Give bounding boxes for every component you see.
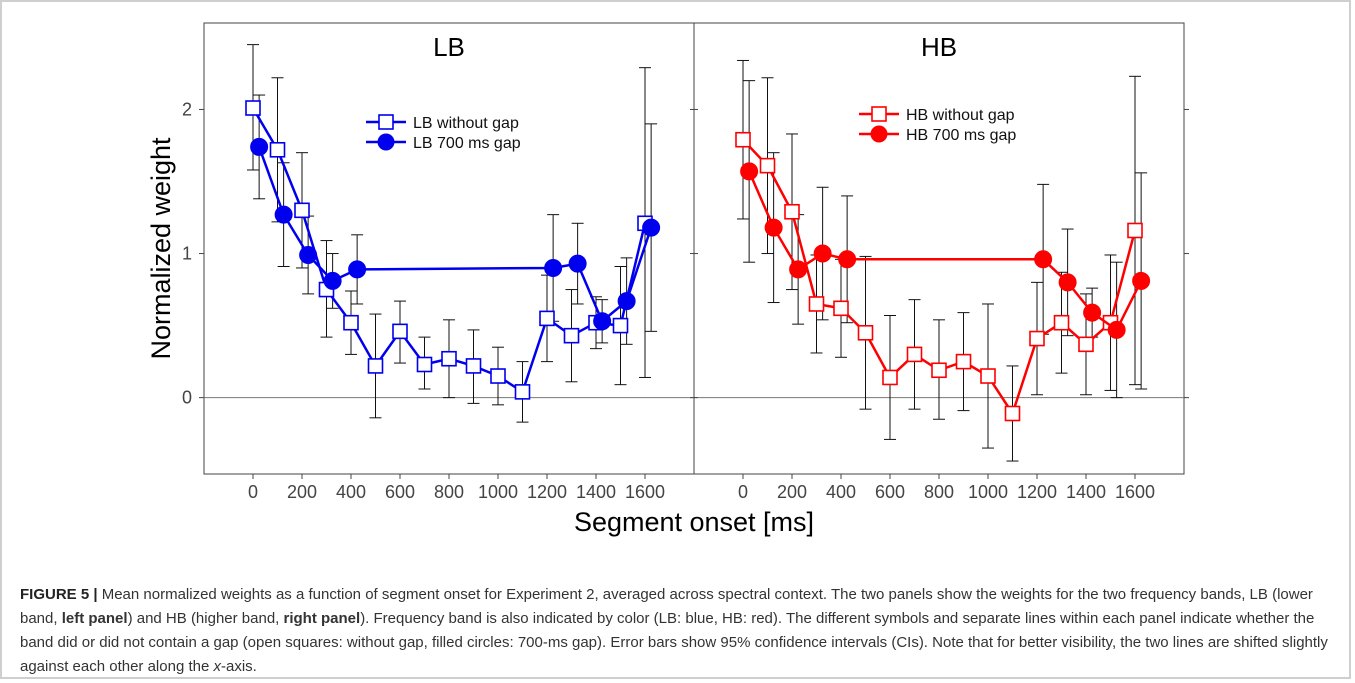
x-tick-label: 400 — [826, 482, 856, 502]
caption-run: x — [213, 658, 221, 675]
x-axis-label: Segment onset [ms] — [574, 507, 814, 537]
data-point — [906, 346, 923, 363]
legend-label: LB without gap — [413, 115, 519, 132]
data-point — [348, 260, 367, 279]
data-point — [544, 258, 563, 277]
x-tick-label: 1400 — [1066, 482, 1106, 502]
x-tick-label: 800 — [434, 482, 464, 502]
caption-run: -axis. — [220, 658, 257, 675]
legend-label: HB without gap — [906, 107, 1015, 124]
data-point — [392, 323, 408, 340]
data-point — [1034, 250, 1053, 269]
data-point — [367, 358, 384, 374]
data-point — [465, 358, 482, 374]
data-point — [642, 218, 661, 237]
x-tick-label: 200 — [287, 482, 317, 502]
data-point — [441, 350, 457, 367]
y-tick-label: 2 — [182, 99, 192, 119]
legend-label: HB 700 ms gap — [906, 127, 1016, 144]
caption-run: left panel — [61, 610, 128, 627]
data-point — [1078, 336, 1094, 353]
series-line — [747, 170, 1143, 332]
data-point — [245, 100, 261, 116]
panel-title: LB — [433, 32, 465, 62]
data-point — [759, 157, 776, 174]
series-line — [257, 146, 653, 324]
data-point — [1132, 271, 1151, 290]
x-tick-label: 1000 — [968, 482, 1008, 502]
data-point — [740, 162, 759, 181]
data-point — [1029, 330, 1045, 347]
data-point — [980, 368, 996, 384]
data-point — [1053, 314, 1070, 331]
data-point — [833, 300, 849, 317]
x-tick-label: 1200 — [1017, 482, 1057, 502]
data-point — [568, 254, 587, 273]
y-axis-label: Normalized weight — [146, 137, 176, 360]
data-point — [563, 327, 580, 344]
y-tick-label: 1 — [182, 244, 192, 264]
data-point — [764, 218, 783, 237]
x-tick-label: 1400 — [576, 482, 616, 502]
caption-run: ) and HB (higher band, — [127, 610, 284, 627]
x-tick-label: 0 — [248, 482, 258, 502]
caption-run: right panel — [283, 610, 361, 627]
data-point — [857, 324, 874, 341]
caption-run: ). Frequency band is also indicated by c… — [20, 610, 1328, 675]
data-point — [269, 141, 286, 158]
data-point — [931, 362, 947, 379]
y-tick-label: 0 — [182, 388, 192, 408]
data-point — [294, 202, 310, 219]
data-point — [490, 368, 506, 384]
data-point — [1058, 273, 1077, 292]
data-point — [612, 317, 629, 334]
data-point — [784, 203, 800, 220]
data-point — [1004, 405, 1021, 422]
data-point — [593, 312, 612, 331]
x-tick-label: 400 — [336, 482, 366, 502]
caption-body: Mean normalized weights as a function of… — [20, 586, 1328, 675]
data-point — [955, 353, 972, 370]
data-point — [838, 250, 857, 269]
x-tick-label: 1600 — [1115, 482, 1155, 502]
figure-plot: 0 1 2 Normalized weight Segment onset [ms] 0 2… — [146, 22, 1189, 537]
data-point — [1127, 222, 1143, 239]
data-point — [539, 310, 555, 327]
x-tick-label: 1600 — [625, 482, 665, 502]
legend-label: LB 700 ms gap — [413, 135, 521, 152]
x-tick-label: 200 — [777, 482, 807, 502]
panel-title: HB — [921, 32, 957, 62]
x-tick-label: 600 — [385, 482, 415, 502]
data-point — [813, 244, 832, 263]
data-point — [1107, 320, 1126, 339]
legend-marker — [871, 106, 887, 122]
data-point — [299, 245, 318, 264]
data-point — [323, 271, 342, 290]
data-point — [250, 137, 269, 156]
data-point — [808, 296, 825, 312]
data-point — [1083, 303, 1102, 322]
figure-caption: FIGURE 5 | Mean normalized weights as a … — [20, 583, 1338, 679]
x-tick-label: 1200 — [527, 482, 567, 502]
x-tick-label: 1000 — [478, 482, 518, 502]
data-point — [735, 131, 751, 148]
caption-run: Mean normalized weights as a function of… — [20, 586, 1313, 627]
data-point — [416, 356, 433, 373]
caption-label: FIGURE 5 | — [20, 586, 98, 603]
legend-marker — [870, 125, 888, 143]
data-point — [514, 384, 531, 400]
data-point — [617, 292, 636, 311]
legend-marker — [377, 133, 395, 151]
data-point — [789, 260, 808, 279]
legend-marker — [378, 114, 394, 130]
x-tick-label: 600 — [875, 482, 905, 502]
data-point — [274, 205, 293, 224]
x-tick-label: 800 — [924, 482, 954, 502]
x-tick-label: 0 — [738, 482, 748, 502]
data-point — [343, 314, 359, 331]
data-point — [882, 369, 898, 386]
